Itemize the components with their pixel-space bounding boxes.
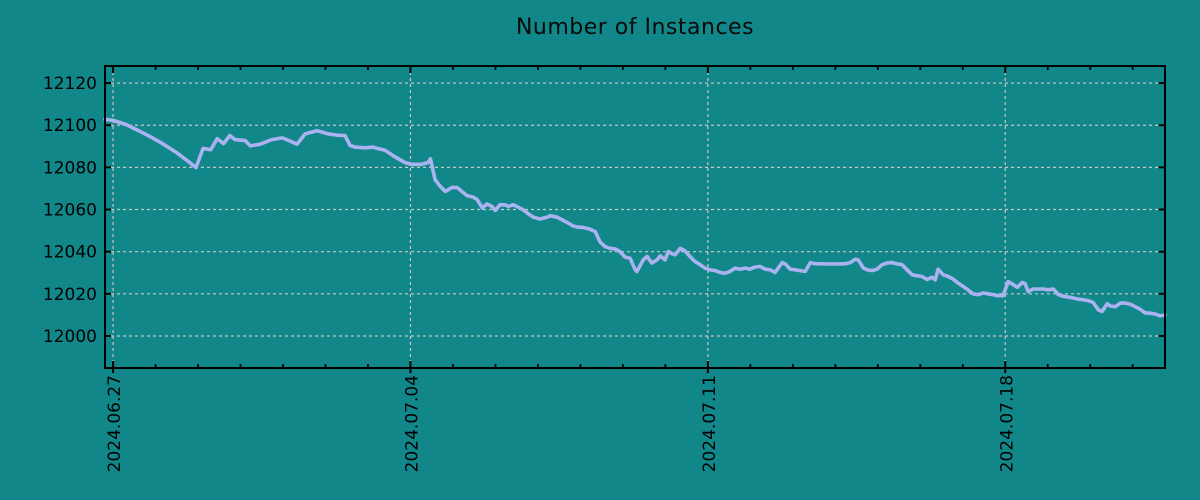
y-tick-label: 12020 (43, 285, 97, 305)
y-tick-label: 12080 (43, 158, 97, 178)
x-tick-label: 2024.07.18 (997, 375, 1017, 472)
y-tick-label: 12100 (43, 116, 97, 136)
y-tick-label: 12000 (43, 327, 97, 347)
plot-border (104, 65, 1166, 369)
x-tick-label: 2024.07.11 (700, 375, 720, 472)
y-tick-label: 12060 (43, 201, 97, 221)
y-tick-label: 12040 (43, 243, 97, 263)
x-tick-label: 2024.06.27 (105, 375, 125, 472)
chart-title: Number of Instances (515, 15, 755, 40)
series-line (103, 117, 1167, 318)
y-tick-label: 12120 (43, 74, 97, 94)
x-tick-label: 2024.07.04 (402, 375, 422, 472)
